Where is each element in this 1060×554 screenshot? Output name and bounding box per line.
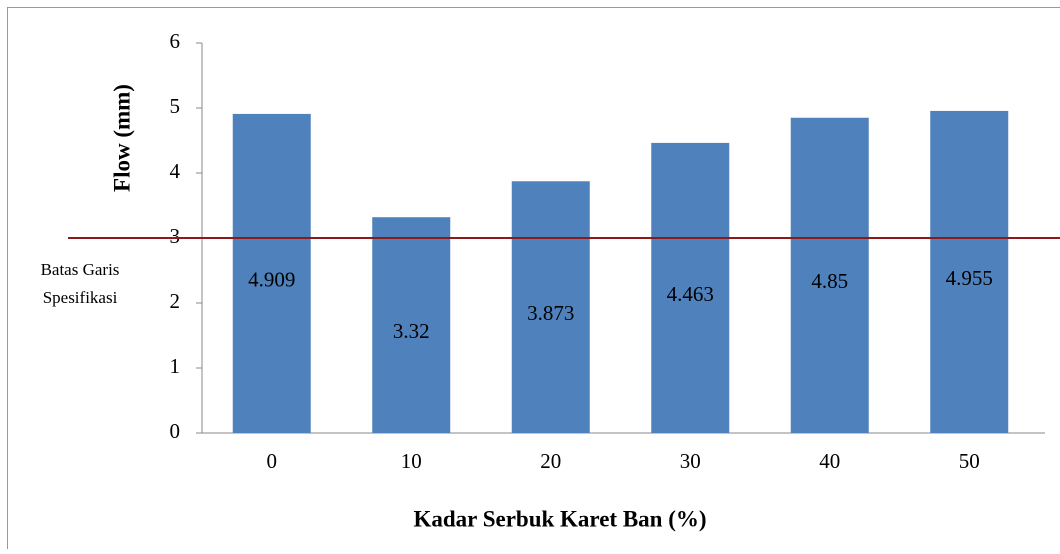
data-label: 3.873 bbox=[527, 301, 574, 325]
y-tick-label: 0 bbox=[170, 419, 181, 443]
y-tick-label: 6 bbox=[170, 29, 181, 53]
reference-label: Batas Garis bbox=[41, 260, 120, 279]
x-axis-title: Kadar Serbuk Karet Ban (%) bbox=[413, 506, 706, 531]
data-label: 4.463 bbox=[667, 282, 714, 306]
y-tick-label: 2 bbox=[170, 289, 181, 313]
y-tick-label: 3 bbox=[170, 224, 181, 248]
y-axis-title: Flow (mm) bbox=[109, 84, 134, 192]
x-tick-label: 40 bbox=[819, 449, 840, 473]
y-tick-label: 5 bbox=[170, 94, 181, 118]
x-tick-label: 0 bbox=[267, 449, 278, 473]
y-tick-label: 1 bbox=[170, 354, 181, 378]
data-label: 4.955 bbox=[946, 266, 993, 290]
x-tick-label: 30 bbox=[680, 449, 701, 473]
x-tick-label: 50 bbox=[959, 449, 980, 473]
data-label: 4.85 bbox=[811, 269, 848, 293]
data-label: 4.909 bbox=[248, 267, 295, 291]
y-tick-label: 4 bbox=[170, 159, 181, 183]
x-tick-label: 20 bbox=[540, 449, 561, 473]
data-label: 3.32 bbox=[393, 319, 430, 343]
x-tick-label: 10 bbox=[401, 449, 422, 473]
reference-label: Spesifikasi bbox=[43, 288, 118, 307]
